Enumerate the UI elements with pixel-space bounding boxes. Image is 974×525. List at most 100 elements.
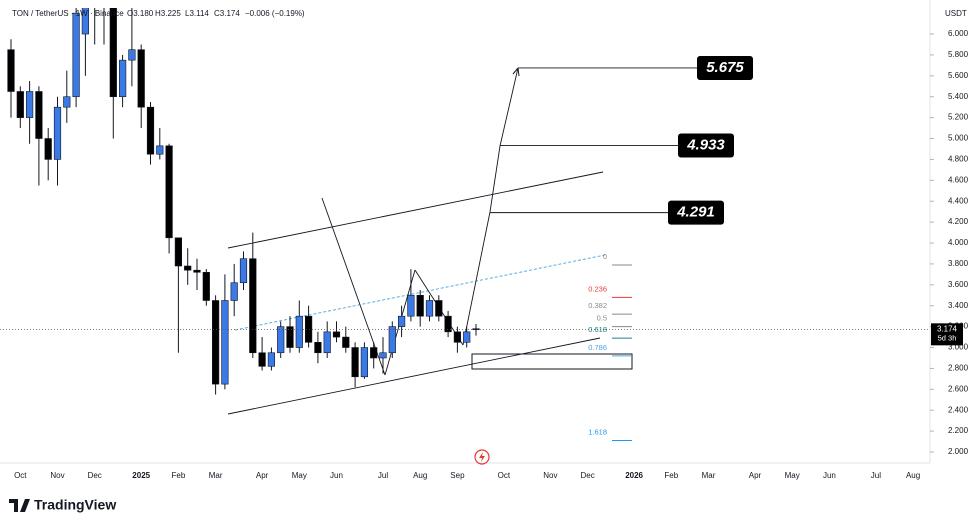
candle-body — [295, 315, 303, 348]
candle-body — [258, 352, 266, 367]
bolt-icon — [474, 449, 490, 465]
zone-box — [471, 353, 633, 370]
y-tick-label: 4.200 — [948, 217, 969, 226]
unit: USDT — [945, 9, 967, 18]
candle-body — [44, 138, 52, 160]
candle-body — [137, 49, 145, 108]
drawing-line — [321, 197, 386, 376]
candle-body — [193, 269, 201, 273]
ohlc-open: O3.180 — [127, 9, 154, 18]
y-tick-label: 5.400 — [948, 92, 969, 101]
y-tick-label: 5.800 — [948, 50, 969, 59]
candle-body — [444, 315, 452, 333]
target-label: 5.675 — [706, 59, 744, 76]
candle-body — [425, 300, 434, 317]
candle-body — [407, 294, 415, 317]
candle-body — [304, 315, 313, 343]
ohlc-high: H3.225 — [155, 9, 181, 18]
brand: TradingView — [34, 497, 116, 513]
y-tick-label: 4.800 — [948, 155, 969, 164]
fib-label: 1.618 — [588, 428, 607, 437]
symbol: TON / TetherUS · 1W · Binance — [12, 9, 124, 18]
candle-body — [323, 331, 331, 354]
ohlc-low: L3.114 — [185, 9, 209, 18]
candle-body — [221, 300, 229, 385]
x-tick-label: Jul — [378, 471, 388, 480]
x-tick-label: Apr — [749, 471, 762, 480]
logo: TradingView — [9, 497, 116, 513]
y-tick-label: 5.200 — [948, 113, 969, 122]
x-tick-label: Nov — [50, 471, 64, 480]
ohlc-change: −0.006 (−0.19%) — [245, 9, 305, 18]
fib-label: 0.5 — [597, 314, 607, 323]
target-box — [678, 133, 734, 158]
arrow-head — [512, 67, 520, 77]
y-tick-label: 4.600 — [948, 175, 969, 184]
fib-label: 0.236 — [588, 284, 607, 293]
candle-body — [388, 326, 396, 354]
current-price-label: 3.174 — [937, 324, 958, 333]
x-tick-label: Oct — [14, 471, 27, 480]
candle-body — [212, 300, 220, 385]
candle-body — [128, 49, 136, 61]
x-tick-label: May — [292, 471, 307, 480]
candle-body — [463, 331, 471, 343]
drawing-line — [227, 337, 601, 415]
y-tick-label: 4.000 — [948, 238, 969, 247]
x-tick-label: 2025 — [132, 471, 150, 480]
candle-body — [453, 331, 462, 343]
x-tick-label: Feb — [664, 471, 678, 480]
y-tick-label: 3.000 — [948, 343, 969, 352]
candle-body — [174, 237, 183, 267]
fib-label: 0 — [603, 252, 607, 261]
drawing-line — [227, 171, 604, 249]
x-tick-label: Oct — [498, 471, 511, 480]
x-tick-label: Nov — [543, 471, 557, 480]
fib-label: 0.786 — [588, 343, 607, 352]
candle-body — [351, 347, 359, 378]
x-tick-label: Apr — [256, 471, 269, 480]
y-tick-label: 6.000 — [948, 29, 969, 38]
header: TON / TetherUS · 1W · Binance O3.180 H3.… — [12, 9, 305, 18]
candle-body — [53, 106, 62, 160]
target-label: 4.933 — [686, 136, 725, 153]
candle-body — [91, 0, 98, 3]
x-tick-label: Feb — [172, 471, 186, 480]
y-tick-label: 3.800 — [948, 259, 969, 268]
y-tick-label: 2.000 — [948, 447, 969, 456]
candle-body — [63, 96, 71, 108]
candle-body — [109, 8, 117, 98]
candle-body — [239, 258, 248, 284]
x-tick-label: Jun — [823, 471, 836, 480]
candle-body — [314, 342, 322, 354]
y-tick-label: 5.600 — [948, 71, 969, 80]
candle-body — [72, 12, 80, 98]
y-tick-label: 3.600 — [948, 280, 969, 289]
candle-body — [249, 258, 257, 354]
x-tick-label: Aug — [906, 471, 920, 480]
candle-body — [397, 315, 406, 327]
fib-label: 0.382 — [588, 301, 607, 310]
x-tick-label: Dec — [88, 471, 102, 480]
candle-body — [230, 282, 238, 301]
x-tick-label: Mar — [209, 471, 223, 480]
countdown: 5d 3h — [938, 333, 957, 342]
x-tick-label: Jun — [330, 471, 343, 480]
y-tick-label: 4.400 — [948, 196, 969, 205]
y-tick-label: 2.800 — [948, 364, 969, 373]
target-box — [668, 200, 724, 225]
candle-body — [360, 347, 369, 378]
candle-body — [35, 91, 43, 139]
candle-body — [332, 331, 341, 338]
candle-body — [416, 294, 424, 317]
candle-body — [165, 145, 173, 239]
x-tick-label: Dec — [580, 471, 594, 480]
x-tick-label: Mar — [702, 471, 716, 480]
candle-body — [286, 326, 294, 348]
target-label: 4.291 — [676, 204, 715, 221]
x-tick-label: Sep — [450, 471, 465, 480]
y-tick-label: 2.200 — [948, 426, 969, 435]
candle-body — [81, 8, 89, 35]
